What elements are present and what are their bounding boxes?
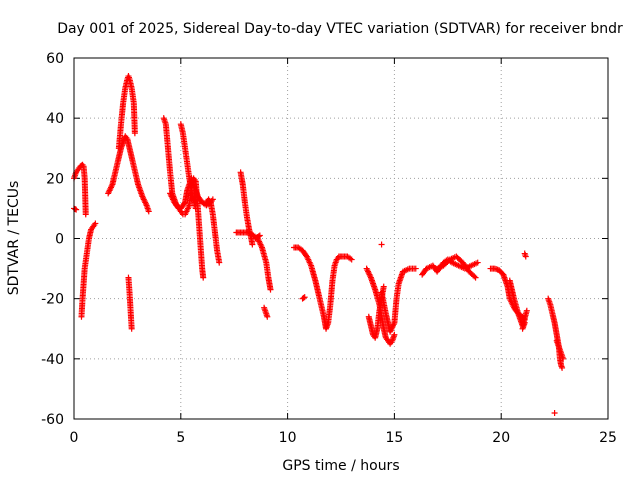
series-track-25 (519, 319, 528, 332)
series-track-20 (378, 241, 385, 248)
y-tick-label: 20 (46, 171, 64, 187)
x-tick-label: 10 (279, 430, 297, 446)
x-tick-label: 20 (492, 430, 510, 446)
data-point (378, 241, 385, 248)
data-point (300, 294, 307, 301)
y-tick-label: -20 (41, 292, 64, 308)
y-tick-label: 60 (46, 51, 64, 67)
data-point (192, 205, 199, 212)
y-tick-label: -60 (41, 412, 64, 428)
data-point (131, 130, 138, 137)
data-point (255, 233, 262, 240)
y-tick-label: 40 (46, 111, 64, 127)
series-track-04 (105, 133, 152, 215)
data-point (92, 220, 99, 227)
data-point (560, 355, 567, 362)
data-point (471, 273, 478, 280)
series-track-05 (115, 73, 138, 152)
series-track-13 (252, 232, 263, 242)
axis-ticks: 0 5 10 15 20 25 -60 -40 -20 0 20 40 60 (41, 51, 617, 446)
x-tick-label: 25 (599, 430, 617, 446)
data-point (181, 200, 188, 207)
data-point (82, 211, 89, 218)
x-tick-label: 5 (176, 430, 185, 446)
data-point (267, 286, 274, 293)
y-tick-label: -40 (41, 352, 64, 368)
data-point (216, 259, 223, 266)
data-point (264, 313, 271, 320)
data-point (348, 256, 355, 263)
data-point (523, 307, 530, 314)
data-point (551, 409, 558, 416)
series-track-06 (125, 274, 135, 332)
series-track-12 (237, 169, 256, 248)
series-track-28 (553, 337, 567, 362)
chart-title: Day 001 of 2025, Sidereal Day-to-day VTE… (57, 21, 623, 37)
series-track-16 (299, 294, 308, 302)
x-tick-label: 15 (385, 430, 403, 446)
data-point (256, 232, 263, 239)
series-track-29 (551, 409, 558, 416)
data-points (71, 73, 567, 416)
series-track-22 (434, 253, 479, 281)
series-track-26 (521, 250, 529, 260)
data-point (412, 265, 419, 272)
data-point (249, 241, 256, 248)
series-track-19 (378, 265, 419, 335)
data-point (474, 259, 481, 266)
data-point (391, 331, 398, 338)
data-point (521, 319, 528, 326)
y-tick-label: 0 (55, 232, 64, 248)
x-axis-label: GPS time / hours (282, 458, 399, 474)
series-track-18 (365, 283, 387, 341)
y-axis-label: SDTVAR / TECUs (6, 181, 22, 296)
x-tick-label: 0 (70, 430, 79, 446)
data-point (472, 274, 479, 281)
series-track-01 (71, 205, 80, 213)
series-track-15 (291, 244, 355, 332)
series-track-10 (203, 196, 223, 266)
data-point (200, 274, 207, 281)
series-track-09 (177, 121, 199, 212)
series-track-23 (487, 265, 528, 323)
series-track-14 (261, 304, 271, 320)
plot-frame (73, 57, 609, 420)
gridlines (74, 58, 608, 419)
data-point (72, 206, 79, 213)
data-point (522, 253, 529, 260)
data-point (301, 294, 308, 301)
data-point (145, 208, 152, 215)
data-point (128, 325, 135, 332)
data-point (380, 283, 387, 290)
data-point (559, 364, 566, 371)
series-track-03 (78, 220, 99, 320)
